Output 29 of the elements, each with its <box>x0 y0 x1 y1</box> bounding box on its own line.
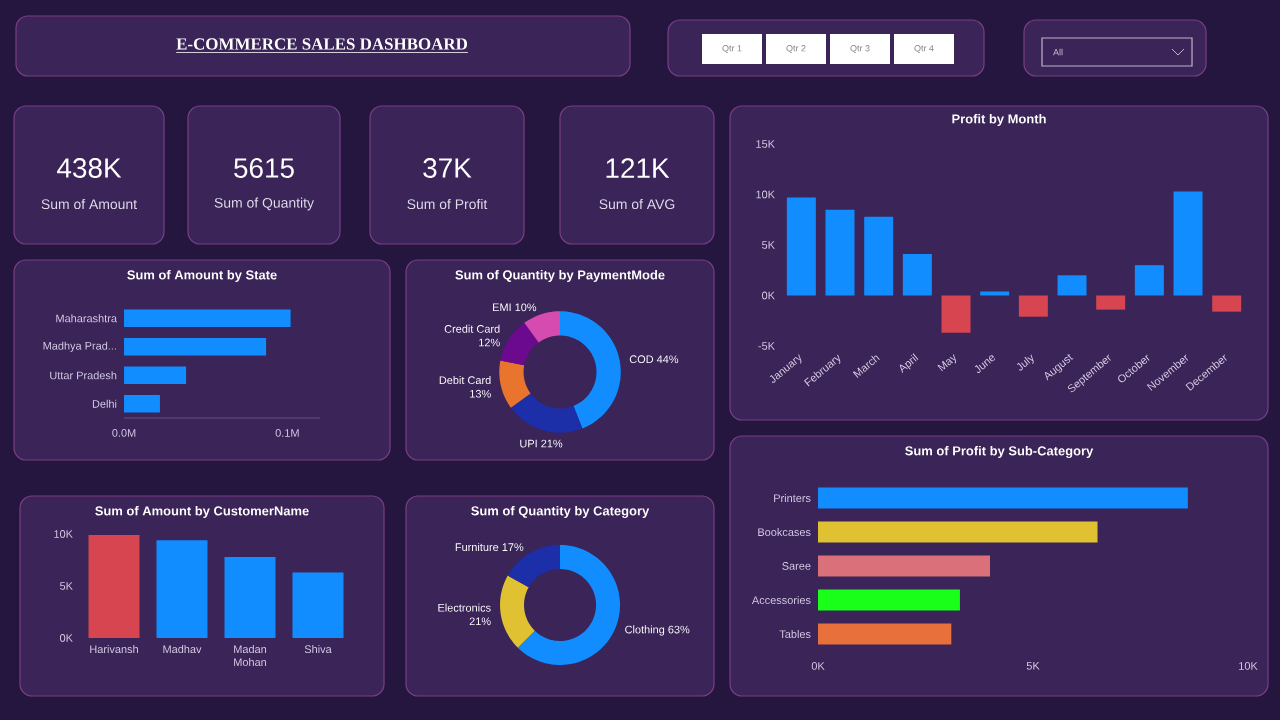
text: 37K <box>423 158 472 178</box>
text: E-COMMERCE SALES DASHBOARD <box>176 38 468 50</box>
bar <box>1018 295 1048 317</box>
bar <box>818 623 952 645</box>
text: 5615 <box>234 158 294 178</box>
bar <box>1212 295 1242 312</box>
text: 438K <box>57 158 122 178</box>
bar <box>1173 191 1203 296</box>
bar <box>818 487 1188 509</box>
bar <box>818 521 1098 543</box>
bar <box>941 295 971 333</box>
bar <box>1057 275 1087 296</box>
bar <box>818 589 960 611</box>
bar <box>1134 265 1164 296</box>
bar <box>124 394 160 413</box>
bar <box>902 254 932 296</box>
bar <box>818 555 991 577</box>
bar <box>825 209 855 296</box>
bar <box>124 309 291 328</box>
bar <box>156 540 208 638</box>
bar <box>1096 295 1126 310</box>
bar <box>786 197 816 296</box>
bar <box>124 366 187 385</box>
bar <box>224 556 276 638</box>
bar <box>864 216 894 296</box>
bar <box>292 572 344 638</box>
text: 121K <box>606 158 670 178</box>
bar <box>88 535 140 638</box>
bar <box>124 337 267 356</box>
